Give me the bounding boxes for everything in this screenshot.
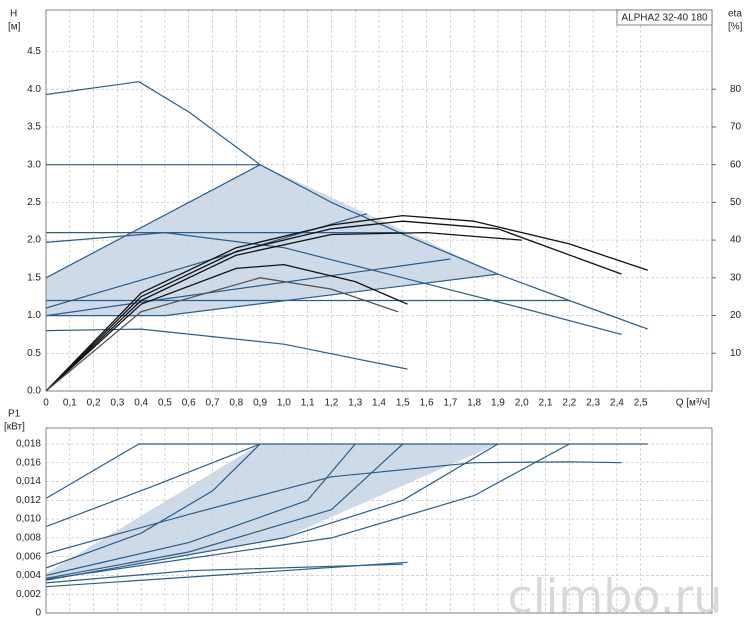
curve xyxy=(46,563,403,584)
x-tick-label: 0,4 xyxy=(134,398,148,409)
x-tick-label: 1,5 xyxy=(396,398,410,409)
y-tick-label: 1.0 xyxy=(27,310,41,321)
x-tick-label: 2,5 xyxy=(634,398,648,409)
title-box xyxy=(616,9,713,26)
curve xyxy=(46,443,261,569)
y-tick-label: 2.5 xyxy=(27,197,41,208)
x-tick-label: 2,2 xyxy=(562,398,576,409)
x-tick-label: 1,0 xyxy=(277,398,291,409)
x-tick-label: 1,2 xyxy=(324,398,338,409)
x-tick-label: 2,1 xyxy=(539,398,553,409)
y-tick-label: 3.5 xyxy=(27,122,41,133)
curve xyxy=(46,263,408,391)
y-tick-label: 0,016 xyxy=(16,457,41,468)
x-tick-label: 0 xyxy=(43,398,49,409)
curve xyxy=(46,443,499,581)
curve xyxy=(46,443,261,528)
y-tick-label: 0,012 xyxy=(16,495,41,506)
y-tick-label: 2.0 xyxy=(27,235,41,246)
y2-tick-label: 70 xyxy=(730,122,742,133)
y-tick-label: 0,010 xyxy=(16,514,41,525)
y-tick-label: 4.5 xyxy=(27,46,41,57)
x-tick-label: 0,6 xyxy=(182,398,196,409)
x-tick-label: 0,2 xyxy=(87,398,101,409)
curve xyxy=(46,443,570,580)
y-tick-label: 0,004 xyxy=(16,570,41,581)
y-unit: [кВт] xyxy=(4,422,25,433)
curve xyxy=(46,81,649,330)
watermark: climbo.ru xyxy=(508,570,723,624)
area xyxy=(46,443,498,580)
y2-tick-label: 20 xyxy=(730,310,742,321)
y2-unit: [%] xyxy=(728,22,743,33)
y2-tick-label: 40 xyxy=(730,235,742,246)
curve xyxy=(46,214,649,391)
curve xyxy=(46,277,399,391)
y-tick-label: 0,002 xyxy=(16,589,41,600)
y-tick-label: 0,014 xyxy=(16,476,41,487)
x-tick-label: 1,8 xyxy=(467,398,481,409)
curve xyxy=(46,232,622,335)
y-tick-label: 0,018 xyxy=(16,439,41,450)
y-tick-label: 0.5 xyxy=(27,348,41,359)
plot-frame xyxy=(45,9,713,392)
x-label: Q [м³/ч] xyxy=(676,398,711,409)
x-tick-label: 2,0 xyxy=(515,398,529,409)
y-tick-label: 3.0 xyxy=(27,159,41,170)
y-tick-label: 0,006 xyxy=(16,551,41,562)
y2-tick-label: 60 xyxy=(730,159,742,170)
x-tick-label: 1,1 xyxy=(301,398,315,409)
x-tick-label: 1,4 xyxy=(372,398,386,409)
curve xyxy=(46,461,622,555)
chart-title: ALPHA2 32-40 180 xyxy=(621,13,708,24)
y-unit: [м] xyxy=(8,22,21,33)
plot-area xyxy=(46,443,648,588)
x-tick-label: 0,3 xyxy=(110,398,124,409)
x-tick-label: 2,3 xyxy=(586,398,600,409)
x-tick-label: 0,7 xyxy=(206,398,220,409)
curve xyxy=(46,231,522,391)
y-tick-label: 0,008 xyxy=(16,533,41,544)
x-tick-label: 0,8 xyxy=(229,398,243,409)
y2-label: eta xyxy=(728,9,742,20)
curve xyxy=(46,164,261,279)
x-tick-label: 1,7 xyxy=(443,398,457,409)
x-tick-label: 2,4 xyxy=(610,398,624,409)
curve xyxy=(46,443,648,499)
y-label: H xyxy=(10,9,17,20)
curve xyxy=(46,258,451,317)
area xyxy=(46,164,498,316)
x-tick-label: 0,5 xyxy=(158,398,172,409)
curve xyxy=(46,220,622,391)
y-tick-label: 1.5 xyxy=(27,272,41,283)
y2-tick-label: 80 xyxy=(730,84,742,95)
curve xyxy=(46,328,408,370)
x-tick-label: 1,6 xyxy=(420,398,434,409)
y-tick-label: 4.0 xyxy=(27,84,41,95)
y-tick-label: 0 xyxy=(35,608,41,619)
x-tick-label: 0,1 xyxy=(63,398,77,409)
y2-tick-label: 10 xyxy=(730,348,742,359)
curve xyxy=(46,443,356,576)
y-tick-label: 0.0 xyxy=(27,386,41,397)
x-tick-label: 0,9 xyxy=(253,398,267,409)
y-label: P1 xyxy=(8,409,21,420)
plot-frame xyxy=(45,427,713,614)
y2-tick-label: 50 xyxy=(730,197,742,208)
x-tick-label: 1,3 xyxy=(348,398,362,409)
plot-area xyxy=(46,81,649,391)
curve xyxy=(46,273,498,317)
y2-tick-label: 30 xyxy=(730,272,742,283)
x-tick-label: 1,9 xyxy=(491,398,505,409)
curve xyxy=(46,443,404,579)
